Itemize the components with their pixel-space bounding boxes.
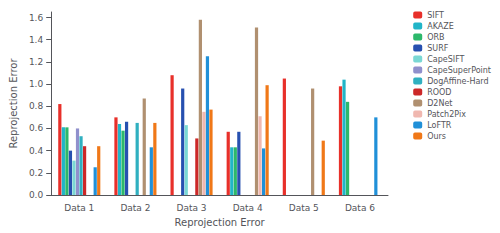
svg-text:Data 6: Data 6 bbox=[345, 203, 375, 213]
svg-text:Reprojection Error: Reprojection Error bbox=[8, 58, 19, 149]
svg-text:0.2: 0.2 bbox=[29, 168, 43, 178]
svg-text:ORB: ORB bbox=[427, 33, 444, 42]
svg-text:Patch2Pix: Patch2Pix bbox=[427, 110, 466, 119]
svg-text:1.0: 1.0 bbox=[29, 79, 44, 89]
svg-text:SURF: SURF bbox=[427, 44, 448, 53]
svg-text:Ours: Ours bbox=[427, 132, 446, 141]
svg-text:Data 5: Data 5 bbox=[289, 203, 319, 213]
svg-text:DogAffine-Hard: DogAffine-Hard bbox=[427, 77, 488, 86]
svg-text:Data 2: Data 2 bbox=[120, 203, 150, 213]
svg-text:CapeSIFT: CapeSIFT bbox=[427, 55, 464, 64]
svg-text:ROOD: ROOD bbox=[427, 88, 451, 97]
svg-text:1.4: 1.4 bbox=[29, 35, 44, 45]
svg-text:Data 3: Data 3 bbox=[177, 203, 207, 213]
svg-text:Data 4: Data 4 bbox=[233, 203, 263, 213]
svg-text:0.0: 0.0 bbox=[29, 190, 44, 200]
svg-text:1.2: 1.2 bbox=[29, 57, 43, 67]
svg-text:SIFT: SIFT bbox=[427, 11, 444, 20]
svg-text:0.6: 0.6 bbox=[29, 123, 44, 133]
svg-text:0.4: 0.4 bbox=[29, 146, 44, 156]
svg-text:1.6: 1.6 bbox=[29, 13, 44, 23]
svg-text:Data 1: Data 1 bbox=[64, 203, 94, 213]
svg-text:D2Net: D2Net bbox=[427, 99, 452, 108]
svg-text:Reprojection Error: Reprojection Error bbox=[175, 217, 266, 228]
svg-text:0.8: 0.8 bbox=[29, 101, 44, 111]
svg-text:CapeSuperPoint: CapeSuperPoint bbox=[427, 66, 491, 75]
svg-text:LoFTR: LoFTR bbox=[427, 121, 452, 130]
svg-text:AKAZE: AKAZE bbox=[427, 22, 454, 31]
